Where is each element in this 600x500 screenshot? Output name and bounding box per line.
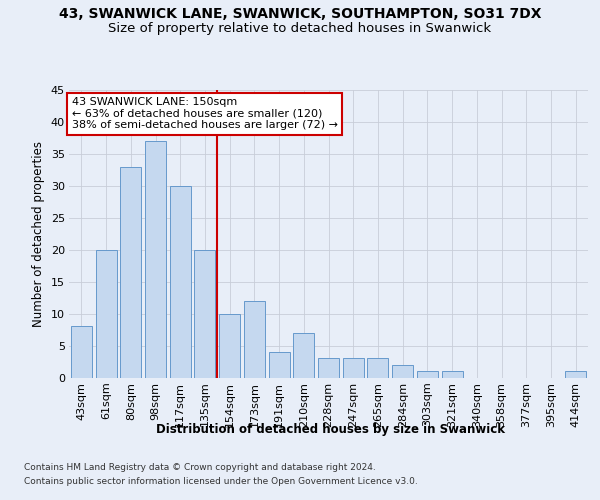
Bar: [269, 352, 290, 378]
Bar: [194, 250, 215, 378]
Text: Size of property relative to detached houses in Swanwick: Size of property relative to detached ho…: [109, 22, 491, 35]
Text: 43, SWANWICK LANE, SWANWICK, SOUTHAMPTON, SO31 7DX: 43, SWANWICK LANE, SWANWICK, SOUTHAMPTON…: [59, 8, 541, 22]
Bar: [442, 371, 463, 378]
Bar: [565, 371, 586, 378]
Bar: [343, 358, 364, 378]
Bar: [244, 301, 265, 378]
Text: Contains public sector information licensed under the Open Government Licence v3: Contains public sector information licen…: [24, 477, 418, 486]
Bar: [120, 166, 141, 378]
Text: 43 SWANWICK LANE: 150sqm
← 63% of detached houses are smaller (120)
38% of semi-: 43 SWANWICK LANE: 150sqm ← 63% of detach…: [71, 97, 338, 130]
Bar: [71, 326, 92, 378]
Bar: [170, 186, 191, 378]
Bar: [219, 314, 240, 378]
Bar: [392, 364, 413, 378]
Bar: [293, 333, 314, 378]
Bar: [145, 141, 166, 378]
Bar: [318, 358, 339, 378]
Y-axis label: Number of detached properties: Number of detached properties: [32, 141, 45, 327]
Bar: [95, 250, 116, 378]
Text: Distribution of detached houses by size in Swanwick: Distribution of detached houses by size …: [155, 422, 505, 436]
Bar: [367, 358, 388, 378]
Text: Contains HM Land Registry data © Crown copyright and database right 2024.: Contains HM Land Registry data © Crown c…: [24, 464, 376, 472]
Bar: [417, 371, 438, 378]
